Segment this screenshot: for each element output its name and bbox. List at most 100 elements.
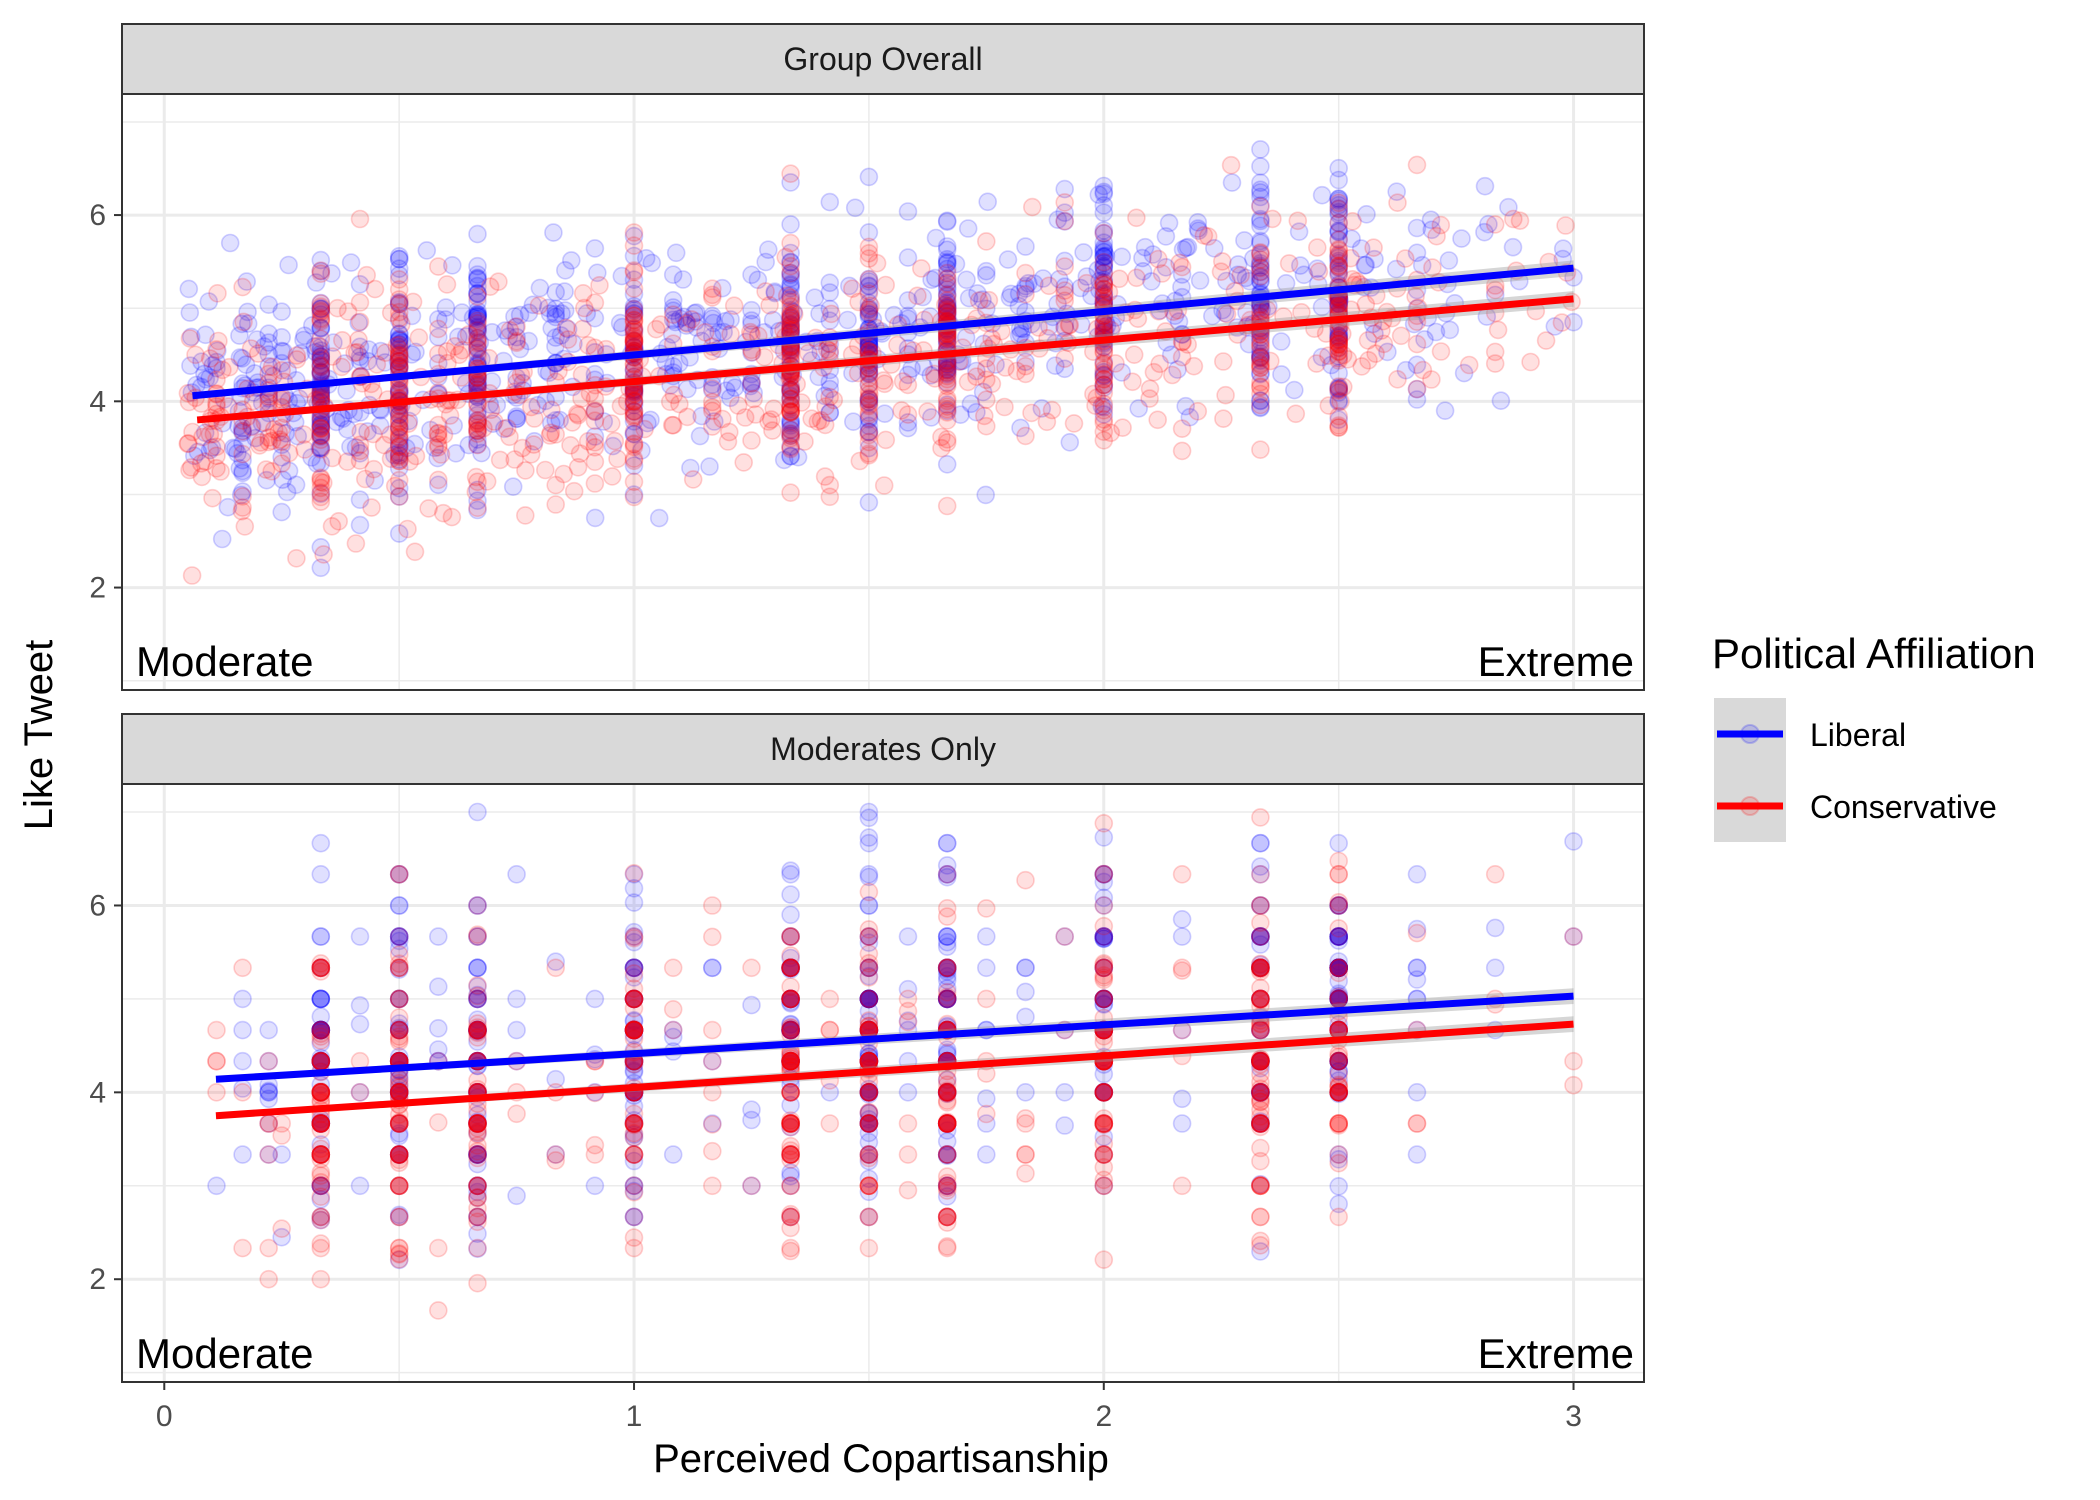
point-conservative bbox=[892, 401, 911, 420]
point-liberal bbox=[311, 305, 331, 324]
x-tick-label: 1 bbox=[626, 1400, 643, 1433]
point-liberal bbox=[781, 386, 800, 406]
point-conservative bbox=[554, 464, 574, 484]
point-liberal bbox=[259, 324, 279, 344]
point-conservative bbox=[367, 355, 387, 374]
point-conservative bbox=[624, 392, 644, 411]
point-conservative bbox=[332, 330, 352, 350]
point-conservative bbox=[1251, 440, 1270, 460]
point-conservative bbox=[1459, 355, 1479, 375]
point-conservative bbox=[1485, 280, 1505, 300]
point-liberal bbox=[306, 342, 326, 362]
point-liberal bbox=[1475, 222, 1494, 242]
point-conservative bbox=[259, 1269, 279, 1289]
point-liberal bbox=[1365, 324, 1384, 344]
point-liberal bbox=[389, 430, 409, 449]
point-conservative bbox=[1055, 211, 1074, 231]
point-liberal bbox=[937, 252, 957, 272]
point-liberal bbox=[763, 310, 783, 330]
point-liberal bbox=[1250, 256, 1270, 275]
point-liberal bbox=[612, 317, 632, 337]
point-liberal bbox=[687, 318, 706, 337]
point-liberal bbox=[781, 318, 800, 338]
point-conservative bbox=[820, 1114, 840, 1133]
point-conservative bbox=[702, 1141, 722, 1161]
point-liberal bbox=[1251, 347, 1270, 367]
point-conservative bbox=[702, 285, 722, 305]
point-conservative bbox=[781, 989, 800, 1009]
point-conservative bbox=[859, 270, 879, 289]
point-conservative bbox=[1552, 313, 1572, 332]
point-liberal bbox=[781, 276, 800, 295]
point-liberal bbox=[350, 274, 370, 294]
point-liberal bbox=[388, 351, 408, 371]
point-liberal bbox=[859, 364, 879, 384]
point-conservative bbox=[1485, 864, 1505, 884]
point-liberal bbox=[859, 410, 879, 429]
point-conservative bbox=[1309, 262, 1329, 281]
point-conservative bbox=[349, 330, 368, 350]
point-liberal bbox=[937, 294, 957, 314]
point-liberal bbox=[1407, 218, 1427, 238]
point-liberal bbox=[781, 380, 800, 399]
point-liberal bbox=[1090, 271, 1109, 291]
point-liberal bbox=[1329, 251, 1348, 271]
point-liberal bbox=[236, 355, 256, 375]
point-liberal bbox=[1094, 285, 1114, 305]
point-conservative bbox=[781, 483, 800, 503]
point-liberal bbox=[1094, 263, 1114, 283]
point-conservative bbox=[624, 306, 644, 325]
point-liberal bbox=[1129, 399, 1148, 418]
point-liberal bbox=[389, 331, 409, 351]
point-liberal bbox=[1094, 221, 1114, 240]
point-liberal bbox=[1329, 189, 1348, 209]
point-conservative bbox=[702, 379, 722, 398]
point-liberal bbox=[272, 502, 292, 522]
point-conservative bbox=[724, 296, 744, 316]
point-liberal bbox=[218, 497, 238, 517]
point-conservative bbox=[1016, 1145, 1035, 1164]
point-liberal bbox=[1094, 238, 1114, 257]
point-liberal bbox=[203, 356, 222, 375]
point-liberal bbox=[815, 386, 835, 406]
point-liberal bbox=[781, 377, 800, 397]
point-liberal bbox=[523, 295, 543, 315]
point-conservative bbox=[357, 265, 377, 285]
point-liberal bbox=[898, 1083, 918, 1102]
point-liberal bbox=[673, 270, 693, 289]
point-conservative bbox=[820, 487, 840, 507]
point-liberal bbox=[192, 352, 211, 372]
point-conservative bbox=[781, 1083, 800, 1102]
point-liberal bbox=[1421, 210, 1441, 230]
point-conservative bbox=[624, 279, 644, 299]
point-liberal bbox=[389, 259, 409, 279]
point-conservative bbox=[1329, 1153, 1348, 1173]
point-conservative bbox=[256, 460, 276, 479]
point-liberal bbox=[1094, 362, 1114, 382]
point-liberal bbox=[1016, 279, 1035, 298]
point-conservative bbox=[719, 422, 739, 442]
point-liberal bbox=[1251, 271, 1270, 291]
point-liberal bbox=[781, 173, 800, 192]
point-conservative bbox=[1536, 331, 1556, 350]
point-liberal bbox=[859, 277, 879, 296]
point-liberal bbox=[863, 309, 883, 329]
point-conservative bbox=[624, 332, 644, 352]
point-conservative bbox=[1251, 1176, 1270, 1196]
point-liberal bbox=[976, 958, 996, 978]
point-conservative bbox=[585, 1145, 605, 1164]
point-liberal bbox=[1499, 197, 1518, 217]
point-liberal bbox=[859, 293, 879, 313]
point-conservative bbox=[1331, 392, 1350, 411]
point-liberal bbox=[1452, 229, 1471, 248]
point-liberal bbox=[180, 303, 200, 322]
point-conservative bbox=[1094, 927, 1114, 946]
point-liberal bbox=[1094, 405, 1114, 424]
point-liberal bbox=[350, 337, 370, 357]
point-conservative bbox=[624, 1238, 644, 1258]
point-conservative bbox=[1279, 254, 1299, 273]
point-liberal bbox=[781, 390, 800, 409]
point-liberal bbox=[663, 301, 683, 321]
point-conservative bbox=[824, 390, 844, 410]
point-liberal bbox=[946, 254, 966, 274]
